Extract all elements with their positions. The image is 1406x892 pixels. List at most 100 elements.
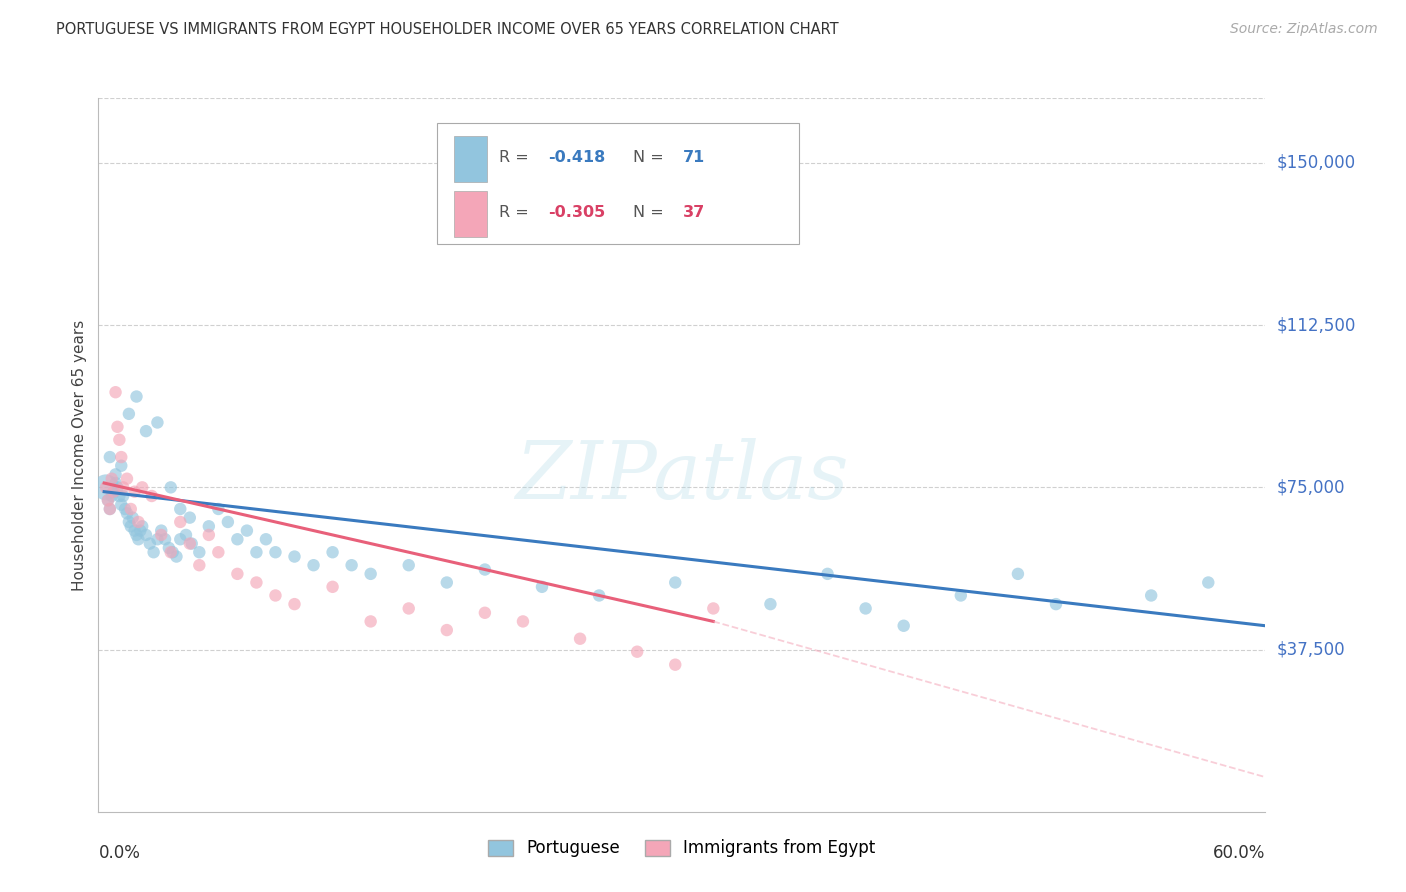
Point (107, 419, 129, 434)
Point (103, 484, 125, 499)
Point (207, 545, 229, 559)
Text: $112,500: $112,500 (1277, 316, 1355, 334)
FancyBboxPatch shape (437, 123, 799, 244)
Point (1007, 566, 1029, 581)
Point (120, 502, 142, 516)
Point (588, 589, 610, 603)
Point (115, 506, 138, 520)
Point (108, 489, 131, 503)
Point (254, 533, 277, 547)
Text: R =: R = (499, 204, 533, 219)
Point (198, 519, 221, 533)
Point (530, 580, 553, 594)
Point (141, 489, 163, 503)
Point (162, 545, 184, 559)
Point (626, 645, 648, 659)
Point (97, 493, 120, 508)
Point (188, 545, 211, 559)
Text: $150,000: $150,000 (1277, 154, 1355, 172)
Point (759, 597, 782, 611)
Point (121, 510, 143, 524)
Point (112, 480, 135, 494)
Point (226, 566, 249, 581)
Point (115, 472, 138, 486)
Point (98, 450, 121, 464)
Point (159, 480, 181, 494)
Y-axis label: Householder Income Over 65 years: Householder Income Over 65 years (72, 319, 87, 591)
Point (166, 549, 188, 564)
Point (129, 524, 152, 538)
Point (127, 533, 149, 547)
Point (150, 528, 173, 542)
Point (217, 515, 239, 529)
Point (108, 433, 131, 447)
Point (179, 536, 201, 550)
Text: -0.305: -0.305 (548, 204, 605, 219)
Point (474, 562, 496, 576)
Point (124, 484, 146, 499)
Point (98, 502, 121, 516)
Point (104, 476, 127, 491)
Point (207, 502, 229, 516)
Point (855, 601, 877, 615)
Bar (454, 136, 486, 182)
Point (322, 580, 344, 594)
Point (436, 623, 458, 637)
Point (100, 489, 122, 503)
Point (1197, 575, 1219, 590)
Text: 0.0%: 0.0% (98, 844, 141, 862)
Text: N =: N = (633, 204, 669, 219)
Text: Source: ZipAtlas.com: Source: ZipAtlas.com (1230, 22, 1378, 37)
Point (146, 533, 169, 547)
Point (264, 589, 287, 603)
Point (174, 528, 197, 542)
Point (360, 566, 382, 581)
Legend: Portuguese, Immigrants from Egypt: Portuguese, Immigrants from Egypt (481, 833, 883, 864)
Point (664, 657, 686, 672)
Point (322, 545, 344, 559)
Point (949, 589, 972, 603)
Point (97, 493, 120, 508)
Point (474, 606, 496, 620)
Point (817, 566, 839, 581)
Point (110, 498, 132, 512)
Text: $75,000: $75,000 (1277, 478, 1346, 496)
Point (236, 524, 259, 538)
Point (169, 515, 191, 529)
Point (139, 536, 162, 550)
Point (153, 533, 176, 547)
Point (180, 536, 202, 550)
Point (94, 480, 117, 494)
Point (103, 484, 125, 499)
Point (188, 558, 211, 573)
Point (107, 480, 129, 494)
Point (702, 601, 724, 615)
Point (283, 549, 305, 564)
Point (135, 424, 157, 438)
Point (110, 458, 132, 473)
Point (150, 524, 173, 538)
Point (264, 545, 287, 559)
Point (125, 390, 148, 404)
Text: -0.418: -0.418 (548, 150, 605, 165)
Text: $37,500: $37,500 (1277, 640, 1346, 658)
Point (302, 558, 325, 573)
Text: R =: R = (499, 150, 533, 165)
Point (198, 528, 221, 542)
Point (159, 545, 181, 559)
Point (124, 524, 146, 538)
Point (118, 407, 141, 421)
Point (512, 615, 534, 629)
Point (131, 519, 153, 533)
Point (245, 545, 267, 559)
Bar (454, 191, 486, 237)
Text: PORTUGUESE VS IMMIGRANTS FROM EGYPT HOUSEHOLDER INCOME OVER 65 YEARS CORRELATION: PORTUGUESE VS IMMIGRANTS FROM EGYPT HOUS… (56, 22, 839, 37)
Point (1045, 597, 1067, 611)
Point (169, 533, 191, 547)
Text: 60.0%: 60.0% (1213, 844, 1265, 862)
Point (118, 515, 141, 529)
Point (120, 519, 142, 533)
Text: ZIPatlas: ZIPatlas (515, 438, 849, 515)
Text: 37: 37 (683, 204, 706, 219)
Point (340, 558, 363, 573)
